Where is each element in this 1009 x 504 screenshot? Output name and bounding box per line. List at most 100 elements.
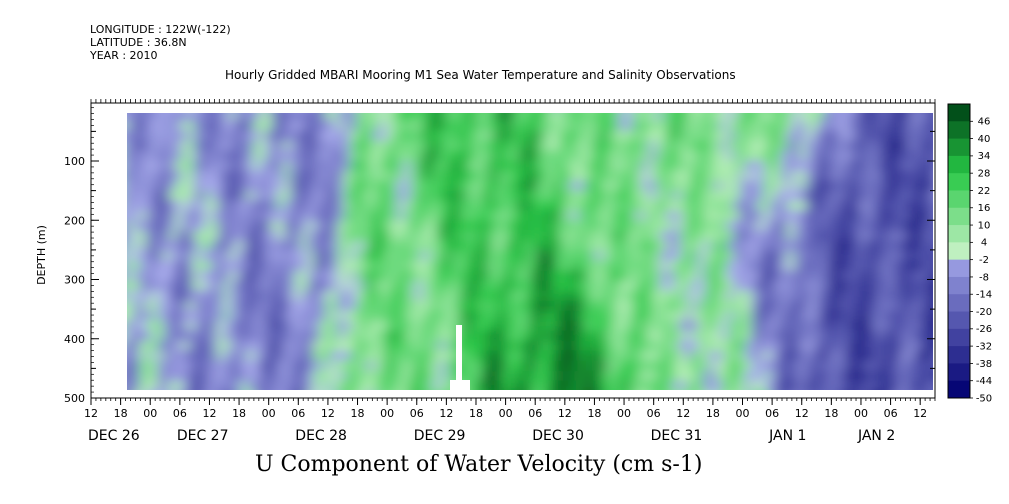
heatmap-cell: [127, 140, 135, 152]
heatmap-cell: [415, 150, 423, 162]
heatmap-cell: [727, 360, 735, 372]
heatmap-cell: [613, 120, 621, 132]
heatmap-cell: [157, 340, 165, 352]
heatmap-cell: [625, 270, 633, 282]
heatmap-cell: [235, 260, 243, 272]
heatmap-cell: [655, 290, 663, 302]
heatmap-cell: [493, 240, 501, 252]
heatmap-cell: [703, 270, 711, 282]
heatmap-cell: [463, 250, 471, 262]
heatmap-cell: [367, 290, 375, 302]
heatmap-cell: [787, 270, 795, 282]
heatmap-cell: [637, 120, 645, 132]
heatmap-cell: [277, 130, 285, 142]
heatmap-cell: [439, 260, 447, 272]
heatmap-cell: [697, 140, 705, 152]
heatmap-cell: [127, 250, 135, 262]
heatmap-cell: [907, 220, 915, 232]
heatmap-cell: [565, 180, 573, 192]
heatmap-cell: [793, 140, 801, 152]
heatmap-cell: [925, 290, 933, 302]
heatmap-cell: [667, 150, 675, 162]
heatmap-cell: [565, 320, 573, 332]
heatmap-cell: [823, 150, 831, 162]
heatmap-cell: [721, 180, 729, 192]
heatmap-cell: [409, 140, 417, 152]
heatmap-cell: [625, 290, 633, 302]
heatmap-cell: [355, 170, 363, 182]
heatmap-cell: [547, 350, 555, 362]
heatmap-cell: [649, 300, 657, 312]
heatmap-cell: [733, 170, 741, 182]
heatmap-cell: [841, 380, 849, 390]
heatmap-cell: [769, 380, 777, 390]
heatmap-cell: [649, 360, 657, 372]
heatmap-cell: [655, 240, 663, 252]
heatmap-cell: [181, 360, 189, 372]
heatmap-cell: [841, 320, 849, 332]
heatmap-cell: [385, 250, 393, 262]
heatmap-cell: [763, 190, 771, 202]
heatmap-cell: [553, 230, 561, 242]
heatmap-cell: [841, 280, 849, 292]
heatmap-cell: [703, 240, 711, 252]
heatmap-cell: [565, 280, 573, 292]
heatmap-cell: [457, 300, 465, 312]
heatmap-cell: [247, 210, 255, 222]
heatmap-cell: [547, 160, 555, 172]
heatmap-cell: [409, 210, 417, 222]
heatmap-cell: [727, 210, 735, 222]
heatmap-cell: [781, 130, 789, 142]
heatmap-cell: [769, 230, 777, 242]
heatmap-cell: [643, 260, 651, 272]
heatmap-cell: [667, 220, 675, 232]
heatmap-cell: [553, 280, 561, 292]
heatmap-cell: [901, 360, 909, 372]
heatmap-cell: [709, 250, 717, 262]
heatmap-cell: [865, 290, 873, 302]
heatmap-cell: [475, 140, 483, 152]
heatmap-cell: [133, 113, 141, 122]
heatmap-cell: [265, 370, 273, 382]
heatmap-cell: [223, 360, 231, 372]
heatmap-cell: [499, 130, 507, 142]
heatmap-cell: [247, 170, 255, 182]
heatmap-cell: [667, 250, 675, 262]
heatmap-cell: [841, 160, 849, 172]
heatmap-cell: [367, 230, 375, 242]
heatmap-cell: [511, 300, 519, 312]
heatmap-cell: [679, 310, 687, 322]
heatmap-cell: [571, 150, 579, 162]
heatmap-cell: [415, 220, 423, 232]
heatmap-cell: [163, 360, 171, 372]
heatmap-cell: [877, 280, 885, 292]
heatmap-cell: [859, 210, 867, 222]
heatmap-cell: [481, 280, 489, 292]
heatmap-cell: [355, 270, 363, 282]
heatmap-cell: [679, 113, 687, 122]
heatmap-cell: [139, 113, 147, 122]
heatmap-cell: [301, 140, 309, 152]
heatmap-cell: [829, 180, 837, 192]
heatmap-cell: [745, 160, 753, 172]
heatmap-cell: [517, 250, 525, 262]
heatmap-cell: [427, 210, 435, 222]
heatmap-cell: [469, 210, 477, 222]
heatmap-cell: [649, 310, 657, 322]
heatmap-cell: [715, 300, 723, 312]
heatmap-cell: [163, 310, 171, 322]
heatmap-cell: [637, 130, 645, 142]
heatmap-cell: [931, 240, 933, 252]
heatmap-cell: [277, 270, 285, 282]
heatmap-cell: [691, 350, 699, 362]
heatmap-cell: [637, 240, 645, 252]
heatmap-cell: [535, 250, 543, 262]
heatmap-cell: [913, 330, 921, 342]
heatmap-cell: [938, 101, 945, 112]
heatmap-cell: [529, 170, 537, 182]
heatmap-cell: [757, 220, 765, 232]
heatmap-cell: [367, 280, 375, 292]
heatmap-cell: [613, 330, 621, 342]
heatmap-cell: [631, 210, 639, 222]
heatmap-cell: [529, 290, 537, 302]
